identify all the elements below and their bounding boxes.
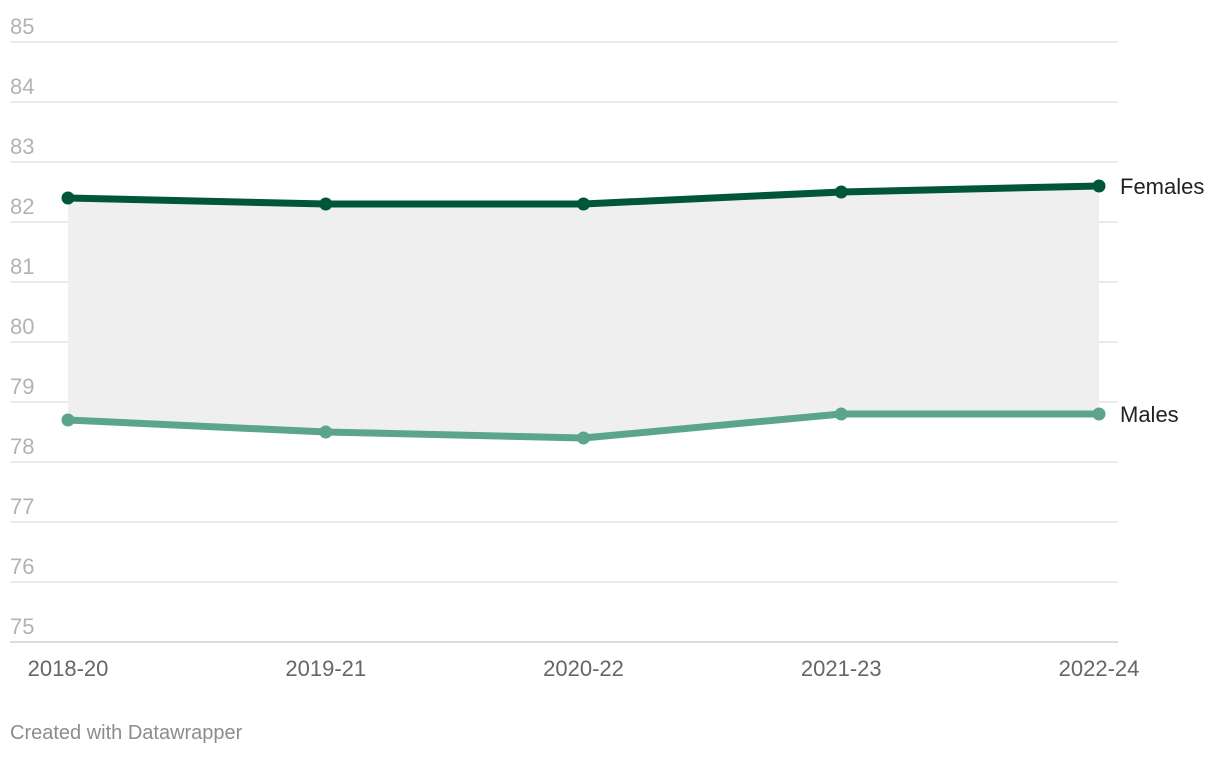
x-tick-label: 2018-20	[28, 656, 109, 681]
x-tick-label: 2019-21	[285, 656, 366, 681]
y-tick-label: 83	[10, 134, 34, 159]
series-label: Females	[1120, 174, 1204, 199]
data-point	[834, 185, 848, 199]
line-chart: 75 76 77 78 79 80 81 82 83 84 85 2018-20 2019-21 202…	[10, 14, 1204, 681]
series-label: Males	[1120, 402, 1179, 427]
y-tick-label: 77	[10, 494, 34, 519]
data-point	[319, 425, 333, 439]
y-tick-label: 80	[10, 314, 34, 339]
data-point	[577, 431, 590, 445]
y-tick-label: 85	[10, 14, 34, 39]
y-tick-label: 81	[10, 254, 34, 279]
y-tick-label: 78	[10, 434, 34, 459]
data-point	[61, 413, 75, 427]
y-tick-label: 79	[10, 374, 34, 399]
range-area	[68, 186, 1099, 438]
y-tick-label: 76	[10, 554, 34, 579]
y-tick-label: 84	[10, 74, 34, 99]
x-tick-label: 2020-22	[543, 656, 624, 681]
series-females: Females	[61, 174, 1204, 211]
credit-text: Created with Datawrapper	[10, 722, 243, 744]
y-tick-label: 82	[10, 194, 34, 219]
y-axis-ticks: 75 76 77 78 79 80 81 82 83 84 85	[10, 14, 34, 639]
data-point	[1092, 407, 1106, 421]
series-males: Males	[61, 402, 1179, 445]
data-point	[577, 197, 590, 211]
series-lines: Females Males	[61, 174, 1204, 445]
data-point	[61, 191, 75, 205]
data-point	[834, 407, 848, 421]
x-tick-label: 2021-23	[801, 656, 882, 681]
data-point	[319, 197, 333, 211]
area-between-series	[68, 186, 1099, 438]
x-tick-label: 2022-24	[1059, 656, 1140, 681]
x-axis-ticks: 2018-20 2019-21 2020-22 2021-23 2022-24	[28, 656, 1140, 681]
data-point	[1092, 179, 1106, 193]
y-tick-label: 75	[10, 614, 34, 639]
